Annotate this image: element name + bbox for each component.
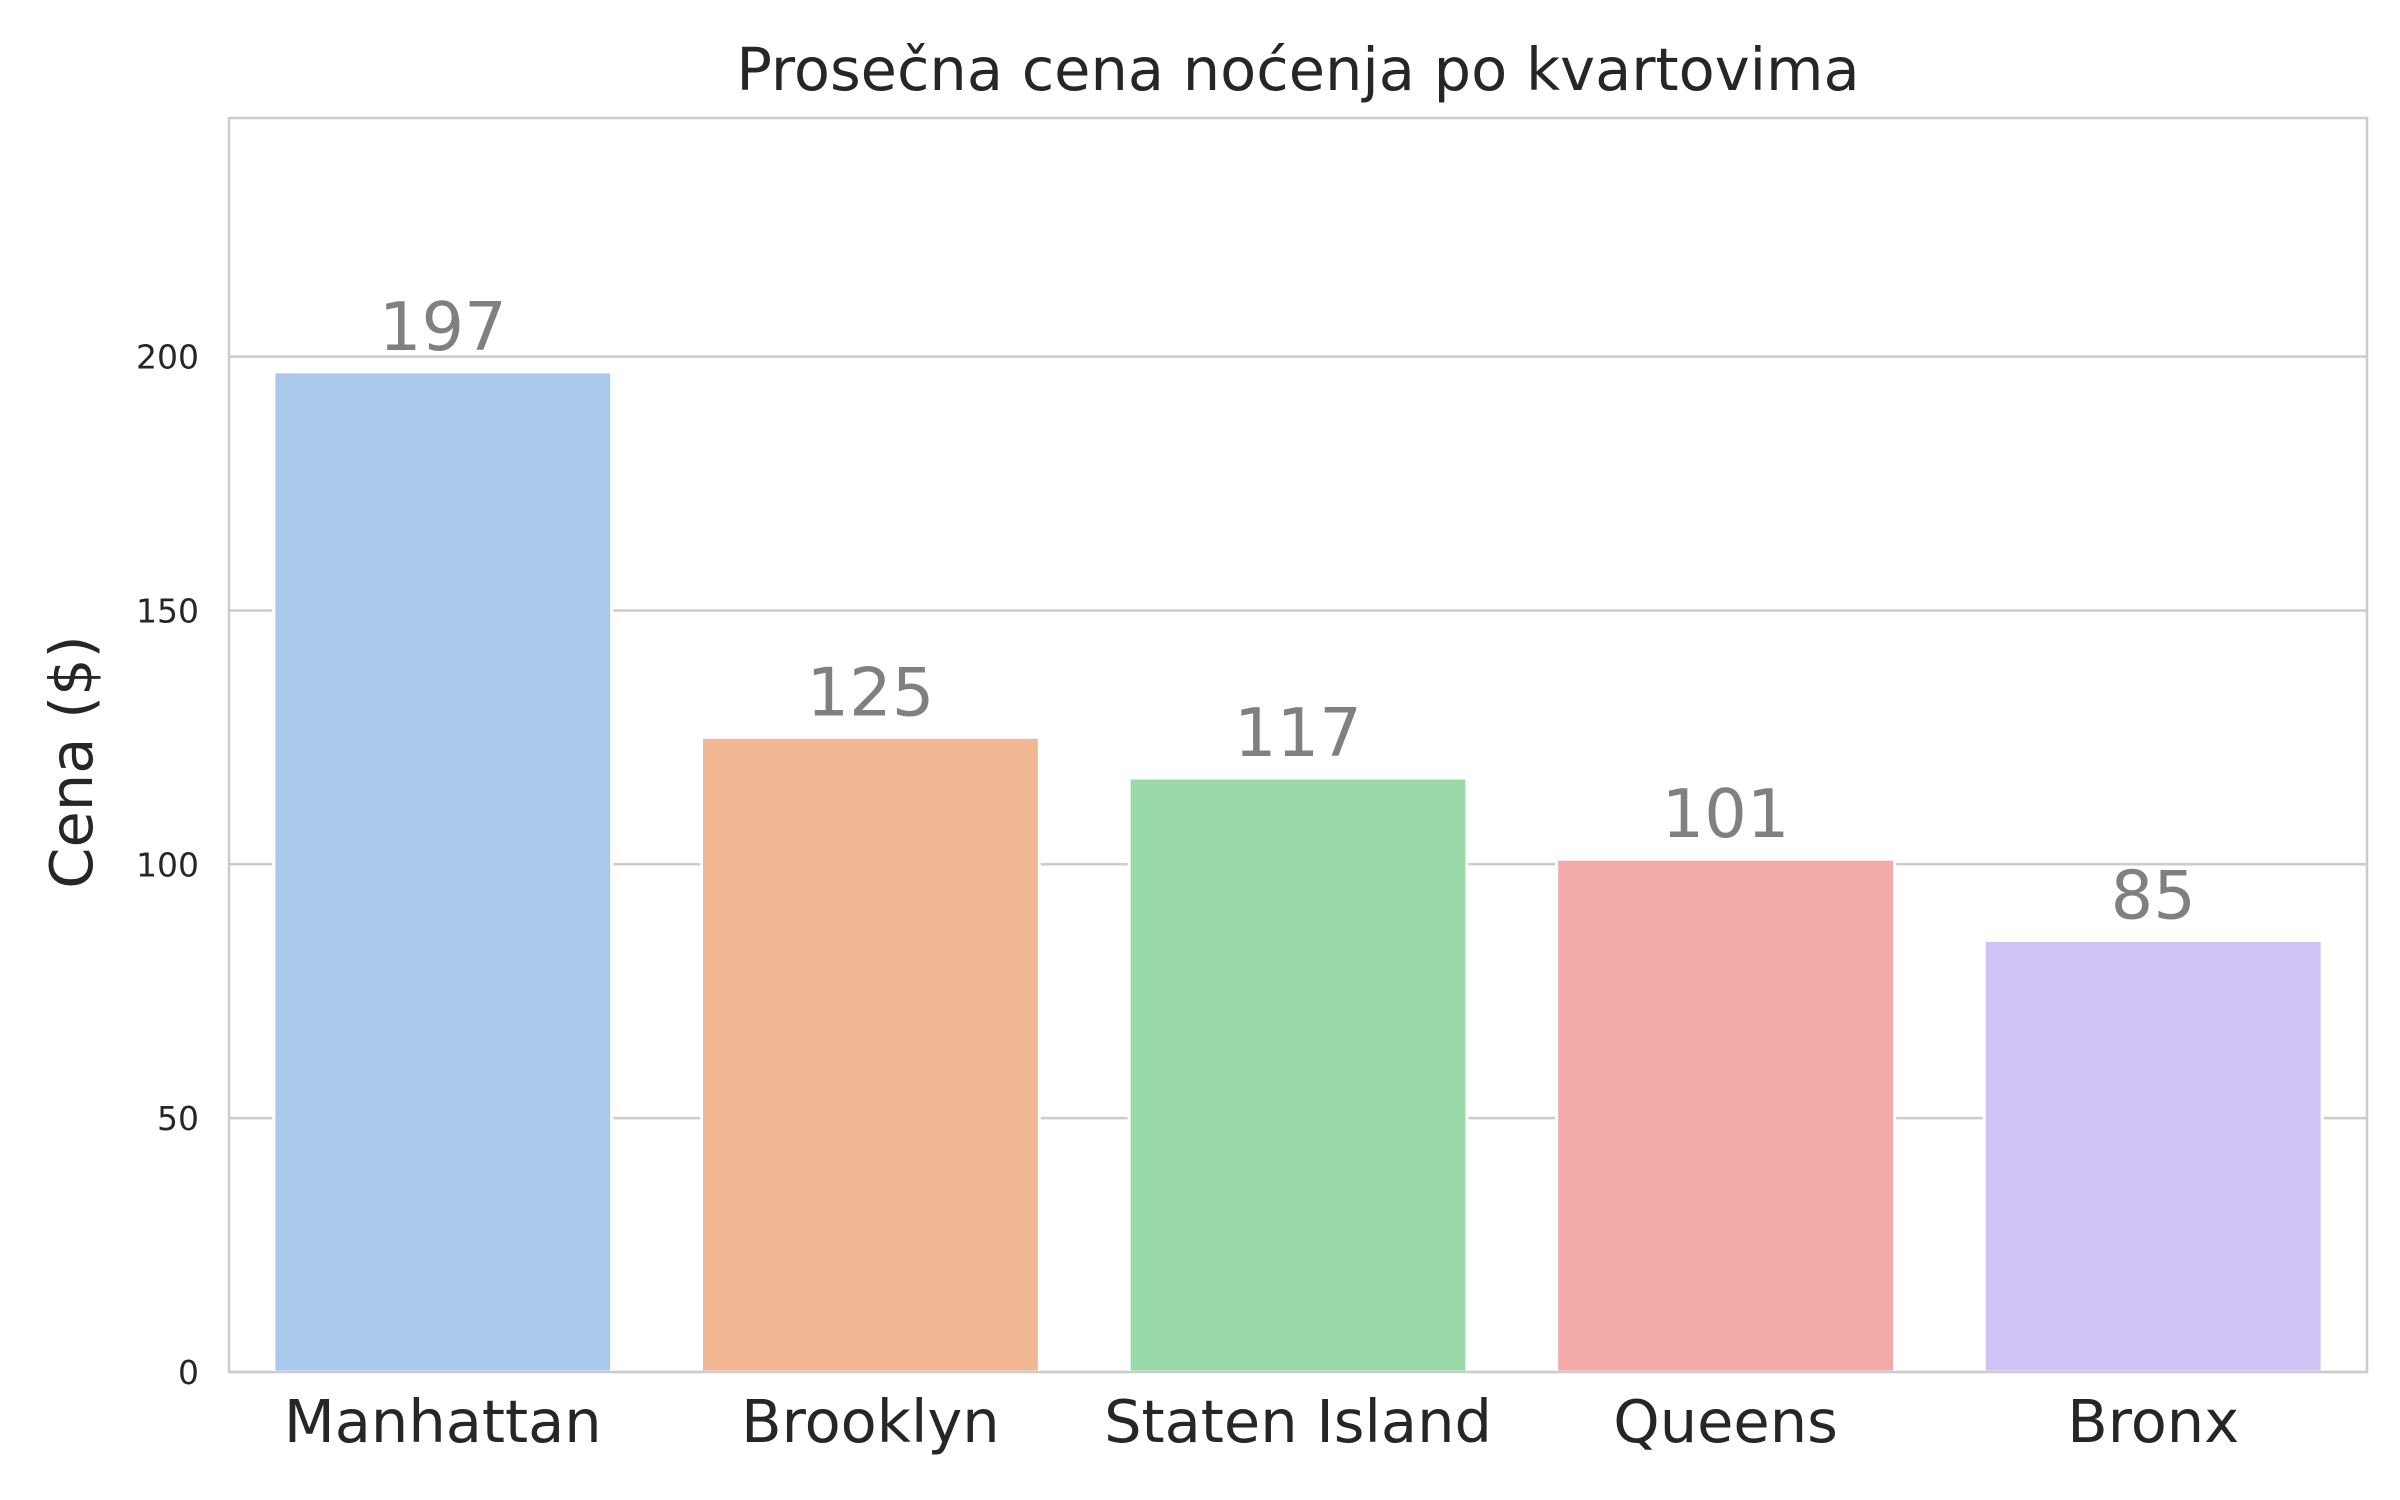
plot-frame — [227, 116, 2369, 1374]
value-label-brooklyn: 125 — [806, 653, 934, 731]
x-tick-label-bronx: Bronx — [2067, 1387, 2239, 1456]
x-tick-label-queens: Queens — [1613, 1387, 1838, 1456]
plot-border — [227, 116, 2369, 1374]
x-tick-label-brooklyn: Brooklyn — [741, 1387, 1000, 1456]
bars — [272, 370, 2324, 1374]
x-axis-ticks: Manhattan Brooklyn Staten Island Queens Bron… — [284, 1387, 2239, 1456]
bar-queens — [1555, 857, 1897, 1374]
value-label-manhattan: 197 — [379, 288, 507, 366]
bar-bronx — [1982, 938, 2324, 1374]
bar-manhattan — [272, 370, 614, 1374]
bar-brooklyn — [699, 735, 1041, 1374]
y-tick-label-100: 100 — [136, 845, 199, 884]
value-labels: 197 125 117 101 85 — [379, 288, 2196, 935]
bar-staten-island — [1127, 776, 1469, 1374]
y-tick-label-50: 50 — [157, 1099, 199, 1138]
y-tick-label-200: 200 — [136, 338, 199, 377]
y-tick-label-150: 150 — [136, 591, 199, 630]
x-tick-label-staten-island: Staten Island — [1104, 1387, 1492, 1456]
value-label-bronx: 85 — [2111, 856, 2196, 934]
value-label-queens: 101 — [1662, 775, 1790, 853]
y-tick-label-0: 0 — [178, 1353, 199, 1392]
value-label-staten-island: 117 — [1234, 694, 1362, 772]
x-tick-label-manhattan: Manhattan — [284, 1387, 602, 1456]
y-axis-ticks: 0 50 100 150 200 — [136, 338, 199, 1392]
y-axis-label: Cena ($) — [37, 635, 106, 888]
chart-title: Prosečna cena noćenja po kvartovima — [736, 35, 1859, 104]
